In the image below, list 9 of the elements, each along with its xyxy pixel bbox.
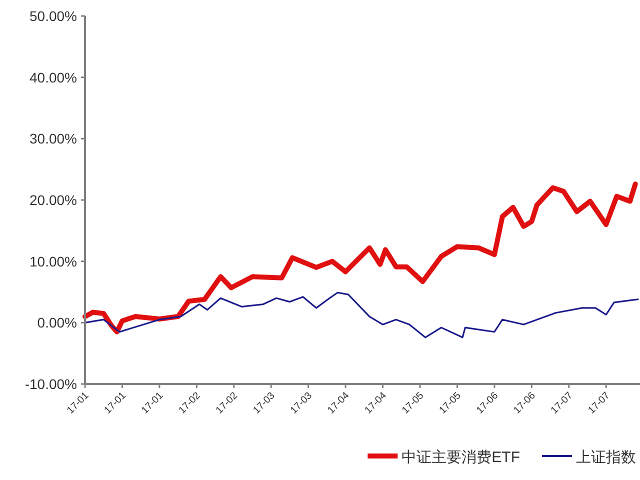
y-tick-label: 20.00% bbox=[30, 192, 77, 208]
y-tick-label: 10.00% bbox=[30, 253, 77, 270]
legend-label: 中证主要消费ETF bbox=[402, 449, 520, 466]
y-tick-label: 0.00% bbox=[37, 314, 77, 331]
y-tick-label: 30.00% bbox=[30, 130, 77, 147]
legend-label: 上证指数 bbox=[576, 449, 636, 466]
y-tick-label: -10.00% bbox=[24, 376, 77, 392]
y-tick-label: 50.00% bbox=[30, 8, 77, 24]
y-tick-label: 40.00% bbox=[30, 69, 77, 86]
